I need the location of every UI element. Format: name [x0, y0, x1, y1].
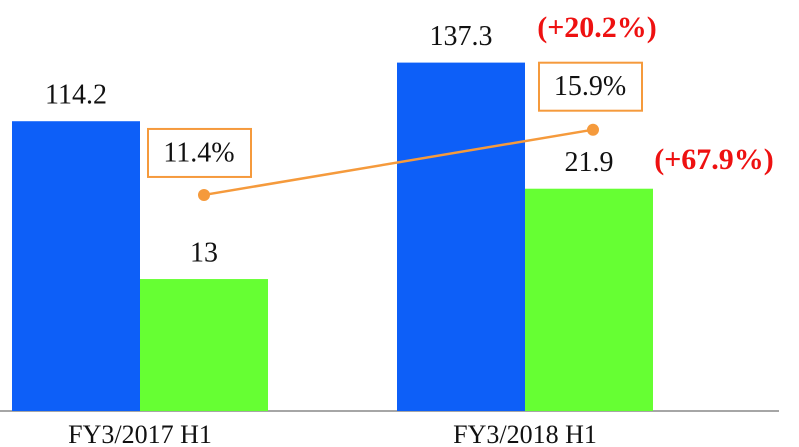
line	[203, 128, 594, 197]
bar	[12, 121, 140, 411]
line-point	[587, 123, 599, 136]
data-label: 11.4%	[163, 137, 234, 168]
data-label: 137.3	[430, 21, 493, 52]
annotation: (+67.9%)	[654, 143, 774, 176]
data-label: 21.9	[565, 147, 614, 178]
bar	[525, 188, 653, 411]
label-box	[538, 61, 643, 112]
data-label: 13	[190, 237, 218, 268]
data-label: 114.2	[45, 80, 107, 111]
x-tick-label: FY3/2017 H1	[68, 420, 212, 447]
line-point	[198, 188, 210, 201]
annotation: (+20.2%)	[537, 11, 657, 44]
bar	[140, 279, 268, 411]
x-tick-label: FY3/2018 H1	[453, 420, 597, 447]
label-box	[147, 127, 252, 178]
data-label: 15.9%	[554, 71, 626, 102]
bar	[397, 62, 525, 411]
